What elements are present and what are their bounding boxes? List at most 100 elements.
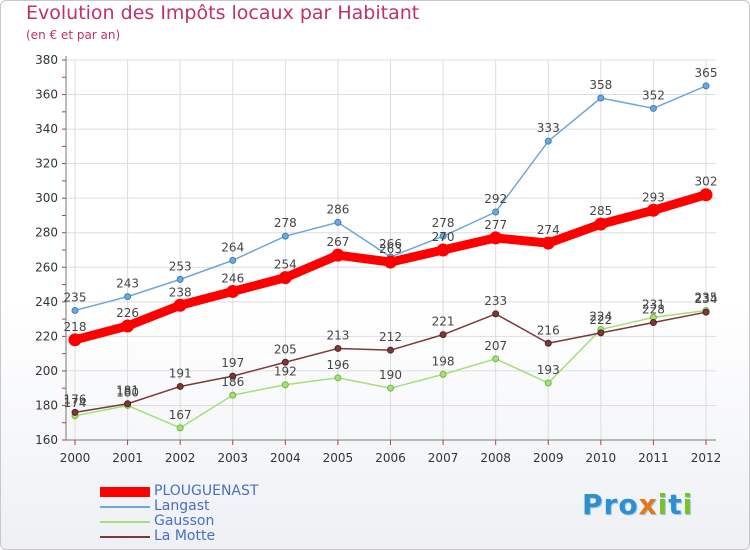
x-tick-label: 2010	[586, 451, 617, 465]
data-point-plouguenast	[226, 284, 240, 298]
data-point-la-motte	[124, 400, 132, 408]
data-label-la-motte: 191	[169, 366, 192, 380]
legend-swatch-langast	[100, 505, 150, 508]
data-point-gausson	[387, 384, 394, 392]
data-point-gausson	[281, 381, 289, 389]
data-label-langast: 278	[432, 216, 455, 230]
x-tick-label: 2009	[533, 451, 564, 465]
data-label-gausson: 167	[169, 408, 192, 422]
data-label-plouguenast: 226	[116, 306, 139, 320]
data-label-langast: 352	[642, 88, 665, 102]
data-point-langast	[71, 306, 79, 314]
data-point-langast	[597, 94, 605, 102]
data-point-plouguenast	[278, 271, 292, 285]
data-point-plouguenast	[436, 243, 450, 257]
data-point-langast	[439, 232, 447, 240]
legend-label-langast: Langast	[154, 498, 210, 514]
data-label-langast: 292	[484, 192, 507, 206]
x-tick-label: 2004	[270, 451, 301, 465]
data-point-gausson	[439, 370, 447, 378]
data-label-la-motte: 197	[221, 356, 244, 370]
data-label-gausson: 190	[379, 368, 402, 382]
data-label-plouguenast: 274	[537, 223, 560, 237]
y-tick-label: 320	[35, 157, 58, 171]
data-point-la-motte	[387, 346, 394, 354]
data-label-langast: 278	[274, 216, 297, 230]
x-tick-label: 2011	[638, 451, 669, 465]
y-tick-label: 180	[35, 398, 58, 412]
data-point-langast	[702, 82, 710, 90]
data-point-plouguenast	[489, 231, 503, 245]
data-label-la-motte: 221	[432, 315, 455, 329]
data-label-plouguenast: 254	[274, 258, 297, 272]
legend-label-gausson: Gausson	[154, 513, 215, 529]
y-tick-label: 160	[35, 433, 58, 447]
y-tick-label: 240	[35, 295, 58, 309]
data-point-plouguenast	[699, 188, 713, 202]
data-point-la-motte	[229, 372, 237, 380]
legend-swatch-la-motte	[100, 535, 150, 538]
data-label-plouguenast: 263	[379, 242, 402, 256]
data-point-la-motte	[334, 344, 342, 352]
data-point-la-motte	[649, 319, 657, 327]
data-label-gausson: 198	[432, 354, 455, 368]
legend-swatch-plouguenast	[100, 486, 150, 497]
data-point-la-motte	[597, 329, 605, 337]
data-point-plouguenast	[68, 333, 82, 347]
data-label-la-motte: 176	[64, 392, 87, 406]
x-tick-label: 2005	[323, 451, 354, 465]
data-label-langast: 365	[695, 66, 718, 80]
data-point-gausson	[492, 355, 500, 363]
data-point-plouguenast	[594, 217, 608, 231]
data-point-la-motte	[71, 408, 79, 416]
data-point-langast	[281, 232, 289, 240]
legend-item-la-motte: La Motte	[100, 529, 258, 544]
data-label-plouguenast: 238	[169, 285, 192, 299]
legend-label-plouguenast: PLOUGUENAST	[154, 483, 259, 499]
data-label-plouguenast: 270	[432, 230, 455, 244]
x-tick-label: 2008	[480, 451, 511, 465]
data-label-la-motte: 234	[695, 292, 718, 306]
data-label-gausson: 180	[116, 385, 139, 399]
data-point-gausson	[176, 424, 184, 432]
x-tick-label: 2001	[112, 451, 143, 465]
data-label-plouguenast: 218	[64, 320, 87, 334]
y-tick-label: 200	[35, 364, 58, 378]
data-label-langast: 243	[116, 277, 139, 291]
x-tick-label: 2012	[691, 451, 722, 465]
data-label-langast: 358	[589, 78, 612, 92]
data-label-langast: 264	[221, 240, 244, 254]
data-point-langast	[334, 218, 342, 226]
data-point-la-motte	[176, 382, 184, 390]
data-point-langast	[492, 208, 500, 216]
data-point-langast	[176, 275, 184, 283]
data-label-gausson: 231	[642, 297, 665, 311]
data-point-plouguenast	[646, 203, 660, 217]
data-point-la-motte	[702, 308, 710, 316]
y-tick-label: 300	[35, 191, 58, 205]
data-point-plouguenast	[121, 319, 135, 333]
proxiti-logo: Proxiti	[582, 488, 694, 521]
data-point-plouguenast	[541, 236, 555, 250]
data-point-langast	[649, 104, 657, 112]
data-label-gausson: 207	[484, 339, 507, 353]
data-point-plouguenast	[331, 248, 345, 262]
data-point-plouguenast	[384, 255, 397, 269]
x-tick-label: 2007	[428, 451, 459, 465]
data-point-langast	[124, 293, 132, 301]
data-label-la-motte: 212	[379, 330, 402, 344]
data-label-la-motte: 205	[274, 342, 297, 356]
data-label-la-motte: 233	[484, 294, 507, 308]
y-tick-label: 260	[35, 260, 58, 274]
data-point-la-motte	[544, 339, 552, 347]
data-label-la-motte: 228	[642, 303, 665, 317]
x-tick-label: 2000	[60, 451, 91, 465]
data-label-plouguenast: 293	[642, 190, 665, 204]
data-label-la-motte: 213	[326, 328, 349, 342]
y-tick-label: 220	[35, 329, 58, 343]
data-point-gausson	[229, 391, 237, 399]
data-point-gausson	[544, 379, 552, 387]
data-label-gausson: 235	[695, 290, 718, 304]
data-label-langast: 333	[537, 121, 560, 135]
data-label-langast: 253	[169, 259, 192, 273]
